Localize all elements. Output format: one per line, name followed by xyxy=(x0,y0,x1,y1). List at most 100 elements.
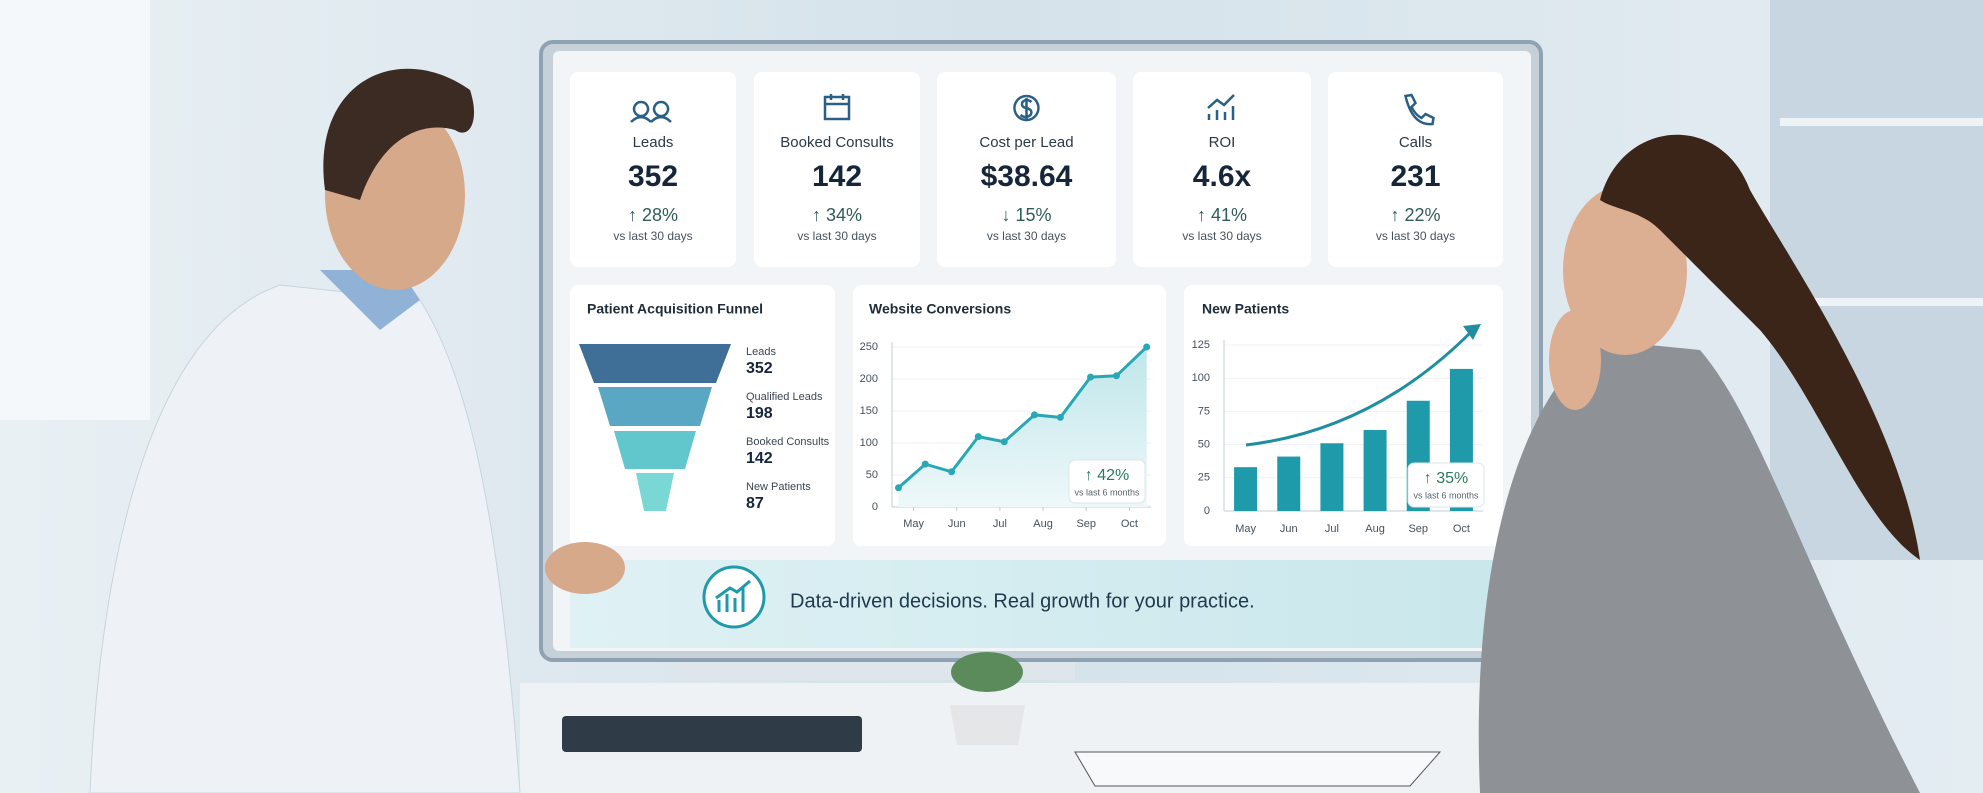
kpi-card xyxy=(1133,72,1311,267)
funnel-stage xyxy=(636,473,674,511)
kpi-value: 231 xyxy=(1390,160,1440,193)
bar xyxy=(1363,429,1387,511)
kpi-comparison: vs last 30 days xyxy=(613,229,692,243)
bar xyxy=(1277,456,1301,511)
woman-head xyxy=(1563,185,1687,355)
kpi-icon xyxy=(1403,93,1435,126)
doctor-coat xyxy=(89,284,521,793)
y-tick-label: 0 xyxy=(1204,505,1210,517)
shelf xyxy=(1780,118,1983,126)
kpi-icon xyxy=(1207,94,1235,120)
x-tick-label: Aug xyxy=(1033,518,1053,530)
funnel-stage-value: 142 xyxy=(746,450,773,467)
x-tick-label: May xyxy=(903,518,924,530)
x-tick-label: Oct xyxy=(1121,518,1138,530)
funnel-stage-label: Qualified Leads xyxy=(746,391,823,403)
kpi-comparison: vs last 30 days xyxy=(987,229,1066,243)
kpi-value: 142 xyxy=(812,160,862,193)
annotation: ↑ 42% xyxy=(1085,467,1129,484)
x-tick-label: Sep xyxy=(1076,518,1096,530)
bar xyxy=(1320,443,1344,511)
funnel-stage-value: 87 xyxy=(746,495,764,512)
line-point xyxy=(1143,343,1151,351)
annotation-note: vs last 6 months xyxy=(1413,490,1479,500)
chart-title: Website Conversions xyxy=(869,301,1011,317)
y-tick-label: 25 xyxy=(1198,472,1210,484)
doctor-hand xyxy=(545,542,625,594)
y-tick-label: 0 xyxy=(872,501,878,513)
line-point xyxy=(1000,438,1008,446)
woman-hand xyxy=(1549,310,1601,410)
line-point xyxy=(974,433,982,441)
shelf xyxy=(1780,298,1983,306)
growth-icon-glyph xyxy=(715,579,751,612)
kpi-card xyxy=(937,72,1116,267)
y-tick-label: 200 xyxy=(860,373,878,385)
kpi-label: Calls xyxy=(1399,134,1432,151)
doctor-hair xyxy=(323,68,475,201)
window xyxy=(0,0,150,420)
y-tick-label: 100 xyxy=(1192,372,1210,384)
trend-arrowhead xyxy=(1463,324,1481,340)
funnel-stage-label: Leads xyxy=(746,346,776,358)
tagline: Data-driven decisions. Real growth for y… xyxy=(790,590,1255,612)
y-tick-label: 150 xyxy=(860,405,878,417)
kpi-icon xyxy=(630,100,672,123)
y-tick-label: 50 xyxy=(866,469,878,481)
funnel-stage xyxy=(614,431,696,469)
y-tick-label: 75 xyxy=(1198,405,1210,417)
y-tick-label: 100 xyxy=(860,437,878,449)
kpi-change: ↑ 22% xyxy=(1390,205,1440,225)
line-point xyxy=(948,468,956,476)
kpi-label: Leads xyxy=(633,134,674,151)
bar xyxy=(1234,467,1258,511)
kpi-change: ↑ 28% xyxy=(628,205,678,225)
kpi-label: Cost per Lead xyxy=(979,134,1073,151)
kpi-value: 352 xyxy=(628,160,678,193)
plant xyxy=(951,652,1023,692)
kpi-label: ROI xyxy=(1209,134,1236,151)
annotation-box xyxy=(1068,459,1146,504)
line-point xyxy=(1087,373,1095,381)
x-tick-label: Oct xyxy=(1453,523,1470,535)
kpi-change: ↑ 34% xyxy=(812,205,862,225)
x-tick-label: Jun xyxy=(1280,523,1298,535)
growth-icon xyxy=(702,565,766,629)
kpi-value: 4.6x xyxy=(1193,160,1252,193)
kpi-icon xyxy=(823,94,851,121)
kpi-card xyxy=(754,72,920,267)
woman-suit xyxy=(1478,340,1920,793)
x-tick-label: Sep xyxy=(1408,523,1428,535)
panel-title: Patient Acquisition Funnel xyxy=(587,301,763,317)
kpi-change: ↑ 41% xyxy=(1197,205,1247,225)
line-point xyxy=(1030,411,1038,419)
funnel-stage xyxy=(579,344,731,383)
kpi-card xyxy=(570,72,736,267)
annotation-box xyxy=(1407,462,1485,508)
trend-arrow xyxy=(1245,328,1475,447)
kpi-icon xyxy=(1013,94,1040,122)
kpi-comparison: vs last 30 days xyxy=(1182,229,1261,243)
kpi-comparison: vs last 30 days xyxy=(1376,229,1455,243)
line-point xyxy=(894,484,902,492)
kpi-value: $38.64 xyxy=(981,160,1073,193)
annotation: ↑ 35% xyxy=(1424,470,1468,487)
clipboard xyxy=(1074,751,1442,787)
kpi-label: Booked Consults xyxy=(780,134,893,151)
tablet xyxy=(562,716,862,752)
line-point xyxy=(1056,413,1064,421)
funnel-stage-label: New Patients xyxy=(746,481,811,493)
kpi-card xyxy=(1328,72,1503,267)
y-tick-label: 50 xyxy=(1198,439,1210,451)
annotation-note: vs last 6 months xyxy=(1074,487,1140,497)
woman-hair xyxy=(1600,134,1920,560)
chart-title: New Patients xyxy=(1202,301,1289,317)
x-tick-label: Aug xyxy=(1365,523,1385,535)
funnel-stage-label: Booked Consults xyxy=(746,436,830,448)
x-tick-label: Jun xyxy=(948,518,966,530)
x-tick-label: Jul xyxy=(993,518,1007,530)
funnel-stage-value: 352 xyxy=(746,360,773,377)
kpi-comparison: vs last 30 days xyxy=(797,229,876,243)
